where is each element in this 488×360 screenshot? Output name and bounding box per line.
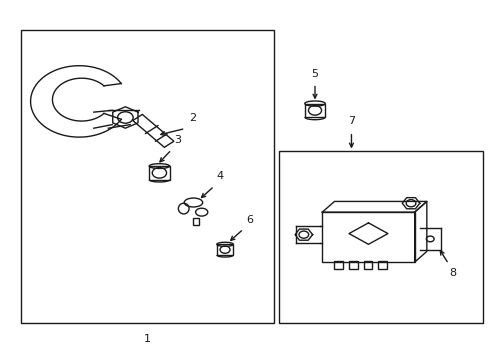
Text: 6: 6 (245, 215, 252, 225)
Bar (278, 152, 482, 323)
Bar (334, 261, 343, 269)
Bar (21, 30, 273, 323)
Bar (193, 217, 199, 225)
Bar (304, 104, 325, 117)
Bar (216, 244, 233, 255)
Text: 7: 7 (347, 116, 354, 126)
Text: 5: 5 (311, 69, 318, 79)
Bar (377, 261, 386, 269)
Bar (149, 166, 169, 180)
Text: 4: 4 (216, 171, 224, 181)
Text: 2: 2 (189, 113, 196, 123)
Text: 3: 3 (174, 135, 181, 145)
Bar (348, 261, 357, 269)
Text: 8: 8 (448, 267, 455, 278)
Bar (322, 212, 414, 262)
Bar (363, 261, 372, 269)
Text: 1: 1 (143, 334, 150, 344)
